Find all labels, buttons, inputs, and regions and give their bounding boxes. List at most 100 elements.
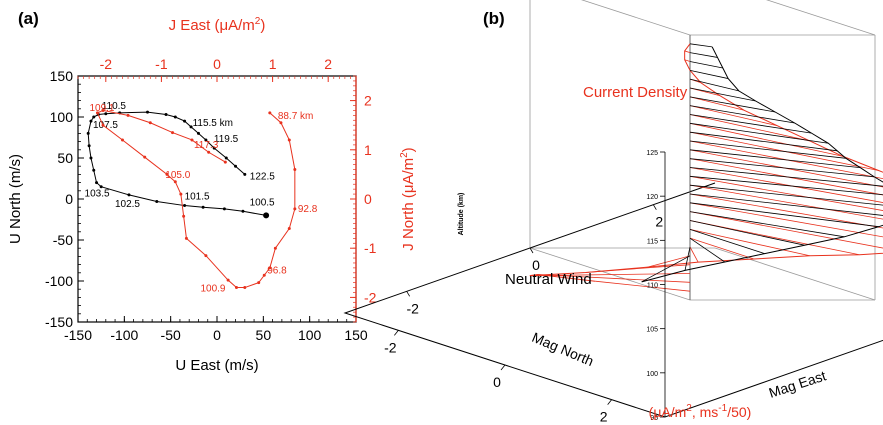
z-tick-label: 105 xyxy=(646,327,658,334)
neutral-wind-spoke xyxy=(689,211,845,238)
point-label: 119.5 xyxy=(214,134,239,145)
point-label: 122.5 xyxy=(250,171,275,182)
neutral-wind-spoke xyxy=(689,175,883,196)
current-density-spoke xyxy=(689,211,883,249)
x2-tick-label: -1 xyxy=(155,56,168,72)
series-point-red xyxy=(95,111,99,115)
series-point-red xyxy=(173,180,177,184)
series-line-red xyxy=(96,109,296,289)
series-point-black xyxy=(196,131,200,135)
north-tick xyxy=(607,399,612,405)
x2-tick-label: 2 xyxy=(324,56,332,72)
current-density-spoke xyxy=(689,228,810,257)
current-density-spoke xyxy=(689,193,883,229)
east-tick-label: -2 xyxy=(406,300,419,316)
z-tick-label: 110 xyxy=(647,283,658,290)
point-label: 103.5 xyxy=(85,189,110,200)
neutral-wind-spoke xyxy=(689,184,883,206)
series-point-red xyxy=(182,214,186,218)
series-point-black xyxy=(212,146,216,150)
neutral-wind-spoke xyxy=(689,158,875,178)
mag-north-label: Mag North xyxy=(530,329,596,369)
mag-east-label: Mag East xyxy=(767,367,828,401)
series-point-red xyxy=(243,286,247,290)
y-tick-label: 50 xyxy=(57,150,73,166)
x-tick-label: 50 xyxy=(256,327,272,343)
current-density-spoke xyxy=(689,175,883,211)
altitude-axis-label: Altitude (km) xyxy=(458,193,465,236)
series-point-black xyxy=(222,207,226,211)
y2-tick-label: -1 xyxy=(364,240,377,256)
point-label: 110.5 xyxy=(102,101,127,112)
series-point-black xyxy=(173,115,177,119)
point-label: 88.7 km xyxy=(278,111,314,122)
point-label: 92.8 xyxy=(298,204,318,215)
series-point-red xyxy=(179,192,183,196)
series-point-black xyxy=(95,181,99,185)
panel-a-label: (a) xyxy=(18,9,39,28)
neutral-wind-label: Neutral Wind xyxy=(505,271,592,288)
series-point-black xyxy=(92,115,96,119)
current-density-spoke xyxy=(689,167,883,203)
bottom-axis: -150 -100 -50 0 50 100 150 xyxy=(64,316,368,343)
north-tick-label: -2 xyxy=(384,339,397,355)
series-point-black xyxy=(99,185,103,189)
box-edge xyxy=(529,247,691,301)
neutral-wind-spoke xyxy=(689,78,739,92)
neutral-wind-spoke xyxy=(689,87,756,102)
east-tick xyxy=(529,247,534,254)
point-label: 100.9 xyxy=(200,284,225,295)
panel-b-series xyxy=(529,35,883,300)
y-tick-label: 150 xyxy=(50,68,74,84)
series-point-red xyxy=(273,246,277,250)
y2-tick-label: -2 xyxy=(364,289,377,305)
north-tick-label: 2 xyxy=(600,409,608,425)
north-tick xyxy=(500,364,506,371)
point-label: 117.3 xyxy=(194,140,219,151)
series-point-black xyxy=(204,138,208,142)
left-axis: -150 -100 -50 0 50 100 150 xyxy=(45,68,84,330)
x-axis-label: U East (m/s) xyxy=(175,357,258,374)
series-point-red xyxy=(262,273,266,277)
current-density-spoke xyxy=(689,158,883,196)
current-density-spoke xyxy=(689,105,778,126)
current-density-label: Current Density xyxy=(583,84,688,101)
series-point-red xyxy=(279,121,283,125)
x-tick-label: 100 xyxy=(298,327,322,343)
series-point-red xyxy=(171,131,175,135)
series-point-black xyxy=(224,156,228,160)
series-point-red xyxy=(184,236,188,240)
series-point-red xyxy=(234,286,238,290)
series-point-red xyxy=(165,172,169,176)
series-point-black xyxy=(155,199,159,203)
series-point-red xyxy=(148,121,152,125)
y-axis-label: U North (m/s) xyxy=(7,154,24,244)
neutral-wind-spoke xyxy=(689,237,726,263)
east-tick xyxy=(652,204,657,210)
units-mid: , ms xyxy=(692,404,718,420)
panel-b-box xyxy=(343,0,883,418)
series-point-black xyxy=(86,131,90,135)
series-point-black xyxy=(104,112,108,116)
y2-tick-label: 1 xyxy=(364,142,372,158)
neutral-wind-spoke xyxy=(689,140,847,159)
neutral-wind-spoke xyxy=(689,149,861,168)
top-axis-label-sup: 2 xyxy=(255,16,261,27)
neutral-wind-spoke xyxy=(689,202,879,228)
series-point-black xyxy=(189,125,193,129)
top-axis: -2 -1 0 1 2 xyxy=(77,56,357,82)
point-label: 100.5 xyxy=(250,197,275,208)
x-tick-label: -100 xyxy=(110,327,138,343)
y-tick-label: -150 xyxy=(45,314,73,330)
units-label: (μA/m2, ms-1/50) xyxy=(649,403,752,420)
series-point-red xyxy=(204,254,208,258)
box-edge xyxy=(714,247,876,301)
series-point-red xyxy=(190,138,194,142)
panel-b-label: (b) xyxy=(483,9,505,28)
box-edge xyxy=(581,0,691,36)
series-point-black xyxy=(241,209,245,213)
series-point-red xyxy=(268,266,272,270)
point-label: 107.5 xyxy=(93,120,118,131)
